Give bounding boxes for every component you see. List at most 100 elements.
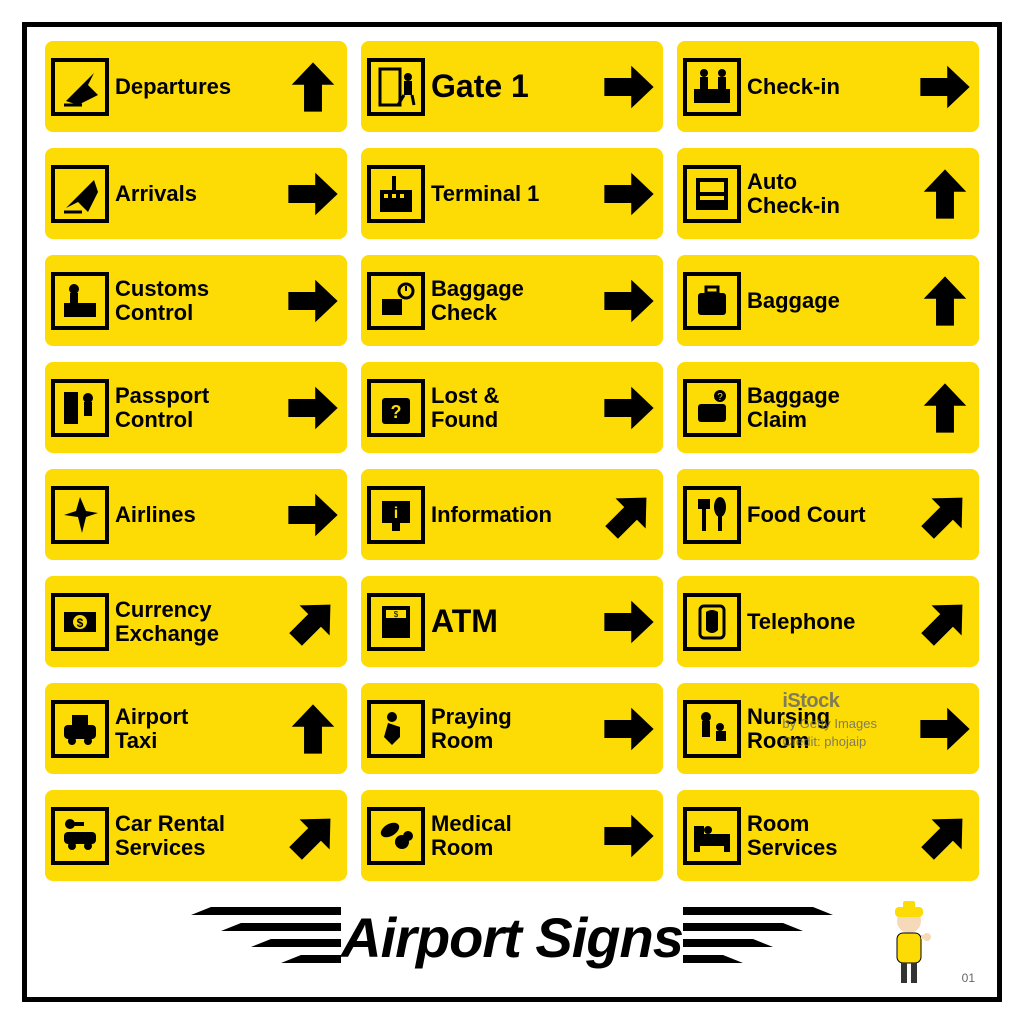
sign-label: Gate 1	[431, 70, 595, 104]
arrow-up-right-icon	[285, 594, 341, 650]
sign-atm: $ ATM	[361, 576, 663, 667]
svg-text:$: $	[77, 616, 84, 630]
svg-text:i: i	[394, 505, 398, 522]
terminal-icon	[367, 165, 425, 223]
sign-medical: Medical Room	[361, 790, 663, 881]
sign-label: Customs Control	[115, 277, 279, 323]
currency-icon: $	[51, 593, 109, 651]
arrow-up-right-icon	[917, 808, 973, 864]
sign-airlines: Airlines	[45, 469, 347, 560]
arrow-right-icon	[601, 594, 657, 650]
signs-grid: Departures Gate 1 Check-in Arrivals Term…	[45, 41, 979, 881]
arrow-right-icon	[917, 701, 973, 757]
svg-text:$: $	[394, 610, 399, 619]
wing-left-icon	[181, 907, 341, 967]
checkin-icon	[683, 58, 741, 116]
page-title: Airport Signs	[341, 905, 683, 970]
telephone-icon	[683, 593, 741, 651]
sign-car-rental: Car Rental Services	[45, 790, 347, 881]
arrow-right-icon	[285, 487, 341, 543]
footer: Airport Signs 01	[45, 887, 979, 987]
sign-label: Baggage Check	[431, 277, 595, 323]
car-rental-icon	[51, 807, 109, 865]
sign-label: Car Rental Services	[115, 812, 279, 858]
sign-label: Telephone	[747, 610, 911, 633]
sign-label: Medical Room	[431, 812, 595, 858]
sign-label: Lost & Found	[431, 384, 595, 430]
arrow-right-icon	[601, 701, 657, 757]
sign-label: Praying Room	[431, 705, 595, 751]
sign-baggage: Baggage	[677, 255, 979, 346]
page-number: 01	[962, 971, 975, 985]
arrow-up-right-icon	[917, 487, 973, 543]
sign-checkin: Check-in	[677, 41, 979, 132]
nursing-icon	[683, 700, 741, 758]
mascot-icon	[879, 897, 939, 987]
sign-arrivals: Arrivals	[45, 148, 347, 239]
sign-terminal: Terminal 1	[361, 148, 663, 239]
arrow-right-icon	[285, 166, 341, 222]
sign-currency: $ Currency Exchange	[45, 576, 347, 667]
information-icon: i	[367, 486, 425, 544]
sign-label: Information	[431, 503, 595, 526]
baggage-icon	[683, 272, 741, 330]
sign-label: Nursing Room	[747, 705, 911, 751]
sign-nursing: Nursing Room	[677, 683, 979, 774]
sign-label: Airlines	[115, 503, 279, 526]
atm-icon: $	[367, 593, 425, 651]
signs-frame: Departures Gate 1 Check-in Arrivals Term…	[22, 22, 1002, 1002]
arrow-up-icon	[285, 701, 341, 757]
baggage-check-icon	[367, 272, 425, 330]
sign-label: Baggage Claim	[747, 384, 911, 430]
arrow-up-icon	[917, 380, 973, 436]
gate-icon	[367, 58, 425, 116]
sign-label: Departures	[115, 75, 279, 98]
sign-label: Currency Exchange	[115, 598, 279, 644]
sign-lost-found: ? Lost & Found	[361, 362, 663, 453]
departures-icon	[51, 58, 109, 116]
arrow-right-icon	[601, 808, 657, 864]
arrow-up-right-icon	[285, 808, 341, 864]
svg-text:?: ?	[717, 392, 723, 403]
sign-departures: Departures	[45, 41, 347, 132]
sign-customs: Customs Control	[45, 255, 347, 346]
sign-label: Arrivals	[115, 182, 279, 205]
sign-baggage-check: Baggage Check	[361, 255, 663, 346]
arrivals-icon	[51, 165, 109, 223]
sign-label: Passport Control	[115, 384, 279, 430]
customs-icon	[51, 272, 109, 330]
sign-label: Baggage	[747, 289, 911, 312]
baggage-claim-icon: ?	[683, 379, 741, 437]
sign-room-service: Room Services	[677, 790, 979, 881]
food-icon	[683, 486, 741, 544]
arrow-right-icon	[601, 166, 657, 222]
sign-label: Airport Taxi	[115, 705, 279, 751]
sign-label: Food Court	[747, 503, 911, 526]
sign-praying: Praying Room	[361, 683, 663, 774]
sign-auto-checkin: Auto Check-in	[677, 148, 979, 239]
arrow-right-icon	[285, 380, 341, 436]
sign-gate: Gate 1	[361, 41, 663, 132]
sign-label: ATM	[431, 605, 595, 639]
airlines-icon	[51, 486, 109, 544]
sign-information: i Information	[361, 469, 663, 560]
sign-label: Room Services	[747, 812, 911, 858]
arrow-right-icon	[917, 59, 973, 115]
svg-text:?: ?	[391, 402, 402, 422]
taxi-icon	[51, 700, 109, 758]
sign-taxi: Airport Taxi	[45, 683, 347, 774]
arrow-up-right-icon	[601, 487, 657, 543]
sign-baggage-claim: ? Baggage Claim	[677, 362, 979, 453]
arrow-right-icon	[601, 380, 657, 436]
sign-label: Check-in	[747, 75, 911, 98]
praying-icon	[367, 700, 425, 758]
arrow-right-icon	[285, 273, 341, 329]
arrow-up-right-icon	[917, 594, 973, 650]
arrow-up-icon	[285, 59, 341, 115]
auto-checkin-icon	[683, 165, 741, 223]
wing-right-icon	[683, 907, 843, 967]
lost-found-icon: ?	[367, 379, 425, 437]
sign-telephone: Telephone	[677, 576, 979, 667]
arrow-up-icon	[917, 166, 973, 222]
arrow-up-icon	[917, 273, 973, 329]
